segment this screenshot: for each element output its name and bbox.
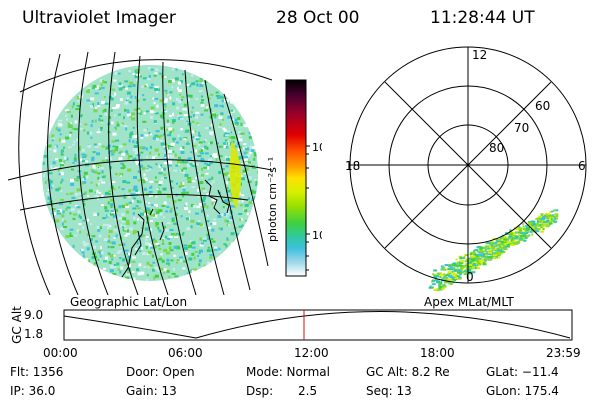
- ip-value: IP: 36.0: [10, 384, 56, 398]
- colorbar-tick-10: 10: [312, 229, 322, 242]
- auroral-oval-emission: [428, 209, 559, 291]
- instrument-title: Ultraviolet Imager: [22, 8, 176, 28]
- altitude-curve: [63, 311, 571, 339]
- mlat-label-70: 70: [514, 121, 529, 135]
- colorbar-tick-100: 100: [312, 141, 322, 154]
- altitude-plot: [63, 309, 573, 341]
- mlat-label-60: 60: [535, 99, 550, 113]
- colorbar-gradient: [285, 79, 307, 277]
- polar-label: Apex MLat/MLT: [424, 295, 514, 309]
- time-label: 11:28:44 UT: [430, 8, 535, 28]
- dayside-glow: [229, 140, 242, 210]
- dsp-value: 2.5: [298, 384, 318, 398]
- polar-plot: 12 18 6 0 60 70 80: [345, 46, 587, 291]
- flight-number: Flt: 1356: [10, 365, 64, 379]
- altitude-xtick-1800: 18:00: [420, 346, 455, 360]
- colorbar-unit-label: photon cm⁻²s⁻¹: [266, 157, 279, 242]
- altitude-ytick-high: 9.0: [24, 308, 44, 322]
- altitude-xtick-2359: 23:59: [546, 346, 581, 360]
- geographic-image: [7, 51, 272, 295]
- mlt-label-12: 12: [472, 48, 487, 62]
- geographic-latitude: GLat: −11.4: [486, 365, 559, 379]
- altitude-plot-frame: [63, 309, 573, 341]
- mlat-label-80: 80: [489, 141, 504, 155]
- polar-grid: [349, 46, 587, 284]
- door-status: Door: Open: [126, 365, 195, 379]
- colorbar-ticks: [306, 145, 310, 271]
- altitude-xtick-0000: 00:00: [43, 346, 78, 360]
- mlt-label-18: 18: [345, 159, 360, 173]
- mode-status: Mode: Normal: [246, 365, 330, 379]
- mlt-label-6: 6: [578, 159, 586, 173]
- date-label: 28 Oct 00: [276, 8, 360, 28]
- lat-lon-grid: [7, 51, 272, 295]
- mlt-label-0: 0: [466, 270, 474, 284]
- geographic-longitude: GLon: 175.4: [486, 384, 559, 398]
- altitude-ylabel: GC Alt: [10, 306, 24, 344]
- altitude-xtick-0600: 06:00: [168, 346, 203, 360]
- altitude-xtick-1200: 12:00: [294, 346, 329, 360]
- sequence-number: Seq: 13: [366, 384, 412, 398]
- earth-disk: [42, 65, 258, 281]
- colorbar: 100 10 photon cm⁻²s⁻¹: [266, 79, 322, 277]
- altitude-ytick-low: 1.8: [24, 327, 44, 341]
- gain-value: Gain: 13: [126, 384, 177, 398]
- geographic-label: Geographic Lat/Lon: [70, 295, 188, 309]
- dsp-label: Dsp:: [246, 384, 274, 398]
- gc-altitude: GC Alt: 8.2 Re: [366, 365, 450, 379]
